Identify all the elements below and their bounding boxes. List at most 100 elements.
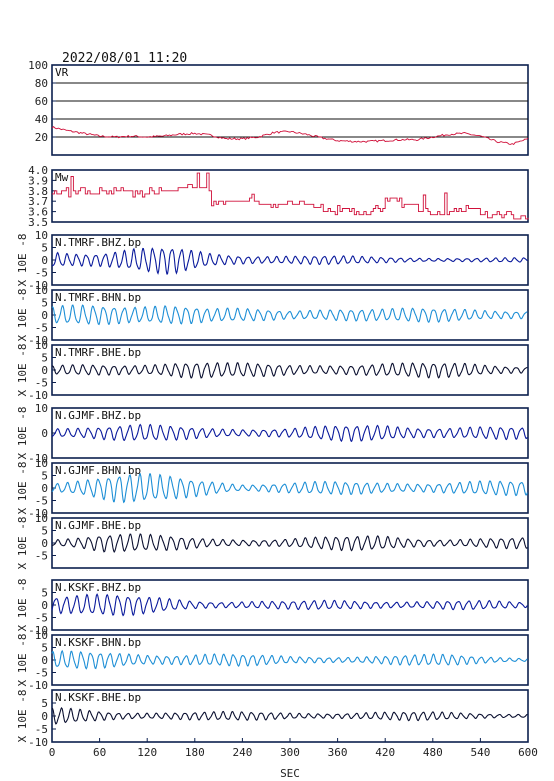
y-tick-label: 40 bbox=[35, 113, 48, 126]
y-tick-label: 3.7 bbox=[28, 195, 48, 208]
y-tick-label: -10 bbox=[28, 279, 48, 292]
x-tick-label: 600 bbox=[518, 746, 538, 759]
x-tick-label: 540 bbox=[470, 746, 490, 759]
y-tick-label: 10 bbox=[35, 284, 48, 297]
y-tick-label: 80 bbox=[35, 77, 48, 90]
y-tick-label: 5 bbox=[41, 697, 48, 710]
y-tick-label: -5 bbox=[35, 723, 48, 736]
series-line bbox=[51, 304, 528, 326]
y-tick-label: 5 bbox=[41, 470, 48, 483]
y-tick-label: -5 bbox=[35, 612, 48, 625]
x-tick-label: 180 bbox=[185, 746, 205, 759]
y-tick-label: -10 bbox=[28, 452, 48, 465]
panel-title: N.TMRF.BHE.bp bbox=[55, 346, 141, 359]
y-tick-label: 0 bbox=[41, 427, 48, 440]
panel-title: N.GJMF.BHZ.bp bbox=[55, 409, 141, 422]
y-tick-label: -5 bbox=[35, 550, 48, 563]
y-tick-label: -10 bbox=[28, 389, 48, 402]
y-axis-label: X 10E -8 bbox=[16, 344, 29, 397]
x-axis-ticks: 0 60 120 180 240 300 360 420 480 540 600 bbox=[49, 738, 538, 759]
y-axis-label: X 10E -8 bbox=[16, 690, 29, 743]
y-tick-label: -10 bbox=[28, 679, 48, 692]
panel-2: 3.53.63.73.83.94.0 Mw bbox=[28, 164, 529, 229]
x-axis-label: SEC bbox=[280, 767, 300, 780]
y-tick-label: 5 bbox=[41, 297, 48, 310]
y-tick-label: 5 bbox=[41, 642, 48, 655]
y-tick-label: 5 bbox=[41, 525, 48, 538]
y-tick-label: 5 bbox=[41, 352, 48, 365]
y-axis-label: X 10E -8 bbox=[16, 407, 29, 460]
series-line bbox=[51, 707, 528, 725]
series-line bbox=[51, 649, 528, 670]
y-axis-label: X 10E -8 bbox=[16, 579, 29, 632]
y-tick-label: 0 bbox=[41, 309, 48, 322]
series-line bbox=[51, 533, 528, 553]
x-tick-label: 60 bbox=[93, 746, 106, 759]
y-axis-label: X 10E -8 bbox=[16, 462, 29, 515]
y-tick-label: 0 bbox=[41, 654, 48, 667]
series-line bbox=[51, 362, 528, 379]
y-tick-label: 3.5 bbox=[28, 216, 48, 229]
y-tick-label: 0 bbox=[41, 254, 48, 267]
y-tick-label: -5 bbox=[35, 267, 48, 280]
y-tick-label: -5 bbox=[35, 377, 48, 390]
y-tick-label: -10 bbox=[28, 507, 48, 520]
x-tick-label: 0 bbox=[49, 746, 56, 759]
y-tick-label: 0 bbox=[41, 710, 48, 723]
y-axis-label: X 10E -8 bbox=[16, 634, 29, 687]
panel-title: N.KSKF.BHN.bp bbox=[55, 636, 141, 649]
y-tick-label: -5 bbox=[35, 322, 48, 335]
panel-11: -10-505 N.KSKF.BHE.bp X 10E -8 bbox=[16, 689, 529, 749]
y-axis-label: X 10E -8 bbox=[16, 517, 29, 570]
x-tick-label: 420 bbox=[375, 746, 395, 759]
y-tick-label: 3.8 bbox=[28, 185, 48, 198]
y-tick-label: 10 bbox=[35, 402, 48, 415]
panel-title: N.KSKF.BHE.bp bbox=[55, 691, 141, 704]
panel-title: N.TMRF.BHN.bp bbox=[55, 291, 141, 304]
x-tick-label: 480 bbox=[423, 746, 443, 759]
panels-group: 20406080100VR3.53.63.73.83.94.0Mw-10-505… bbox=[16, 59, 529, 749]
y-tick-label: 10 bbox=[35, 512, 48, 525]
y-tick-label: -10 bbox=[28, 736, 48, 749]
y-tick-label: 10 bbox=[35, 629, 48, 642]
y-tick-label: 4.0 bbox=[28, 164, 48, 177]
panel-1: 20 40 60 80 100 VR bbox=[28, 59, 529, 156]
y-tick-label: 10 bbox=[35, 457, 48, 470]
series-line bbox=[51, 125, 529, 145]
series-line bbox=[51, 472, 528, 504]
y-tick-label: 5 bbox=[41, 587, 48, 600]
y-tick-label: 0 bbox=[41, 482, 48, 495]
panel-title: N.GJMF.BHN.bp bbox=[55, 464, 141, 477]
y-tick-label: 20 bbox=[35, 131, 48, 144]
panel-title: N.GJMF.BHE.bp bbox=[55, 519, 141, 532]
panel-title: N.TMRF.BHZ.bp bbox=[55, 236, 141, 249]
series-line bbox=[51, 423, 528, 443]
y-tick-label: 100 bbox=[28, 59, 48, 72]
y-tick-label: 10 bbox=[35, 229, 48, 242]
y-tick-label: 0 bbox=[41, 537, 48, 550]
panel-frame bbox=[51, 169, 529, 223]
x-tick-label: 300 bbox=[280, 746, 300, 759]
panel-title: N.KSKF.BHZ.bp bbox=[55, 581, 141, 594]
y-tick-label: 0 bbox=[41, 364, 48, 377]
y-tick-label: -5 bbox=[35, 667, 48, 680]
y-tick-label: 0 bbox=[41, 599, 48, 612]
y-axis-label: X 10E -8 bbox=[16, 234, 29, 287]
y-tick-label: 10 bbox=[35, 339, 48, 352]
x-tick-label: 120 bbox=[137, 746, 157, 759]
y-tick-label: 3.9 bbox=[28, 174, 48, 187]
panel-frame bbox=[51, 64, 529, 156]
series-line bbox=[51, 247, 528, 275]
series-line bbox=[52, 172, 529, 220]
panel-9: -10-505 N.KSKF.BHZ.bp X 10E -8 bbox=[16, 579, 529, 637]
series-line bbox=[51, 593, 528, 617]
header-datetime: 2022/08/01 11:20 bbox=[62, 51, 187, 66]
y-tick-label: -10 bbox=[28, 334, 48, 347]
panel-title: Mw bbox=[55, 171, 69, 184]
